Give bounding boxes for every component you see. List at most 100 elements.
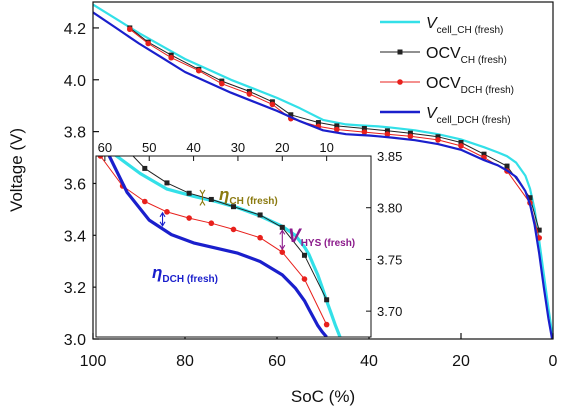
inset-y-axis: 3.70 3.75 3.80 3.85 xyxy=(366,149,402,319)
main-ocv_ch-point xyxy=(435,134,441,140)
legend-label-main: V xyxy=(426,15,438,32)
main-ocv_dch-point xyxy=(196,67,202,74)
main-ocv_ch-point xyxy=(527,195,533,201)
inset-ocv_dch-point xyxy=(279,249,286,255)
inset-ocv_dch-point xyxy=(301,276,308,282)
main-y-tick-label: 3.2 xyxy=(64,280,86,297)
main-ocv_dch-point xyxy=(246,91,253,97)
legend-swatch-marker xyxy=(397,79,403,85)
main-x-tick-label: 100 xyxy=(80,353,107,370)
main-plot: 100 80 60 40 20 0 3.0 3.2 3.4 3.6 3.8 4.0 4.2 SoC (… xyxy=(7,1,558,406)
inset-y-tick-label: 3.85 xyxy=(377,149,402,164)
main-ocv_dch-point xyxy=(269,101,276,108)
main-ocv_ch-point xyxy=(361,126,367,132)
main-vch-line xyxy=(93,3,553,339)
inset-x-tick-label: 60 xyxy=(98,140,112,155)
inset-x-tick-label: 30 xyxy=(231,140,245,155)
inset-annotations: ηCH (fresh)VHYS (fresh)ηDCH (fresh) xyxy=(152,185,355,285)
inset-x-tick-label: 50 xyxy=(142,140,156,155)
main-x-tick-label: 20 xyxy=(452,353,470,370)
main-ocv_ch-point xyxy=(315,120,321,126)
legend-label: Vcell_CH (fresh) xyxy=(426,15,503,36)
legend: Vcell_CH (fresh) OCVCH (fresh) OCVDCH (fre… xyxy=(380,15,514,126)
annotation-main: V xyxy=(288,226,302,247)
legend-label-sub: cell_CH (fresh) xyxy=(437,25,504,36)
main-ocv_dch-point xyxy=(219,80,225,87)
main-ocv_dch-point xyxy=(168,54,174,61)
y-axis-title: Voltage (V) xyxy=(7,128,26,212)
legend-item: OCVDCH (fresh) xyxy=(380,75,514,96)
legend-swatch-marker xyxy=(397,49,403,55)
main-y-tick-label: 4.0 xyxy=(64,73,86,90)
main-ocv_ch-point xyxy=(288,112,294,118)
eta-dch-arrow-head xyxy=(159,221,166,227)
inset-ocv_dch-point xyxy=(141,198,148,205)
annotation-main: η xyxy=(152,263,162,282)
inset-ocv_dch-point xyxy=(208,220,215,227)
legend-label-sub: DCH (fresh) xyxy=(461,85,514,96)
annotation-main: η xyxy=(219,185,229,204)
main-x-tick-label: 80 xyxy=(176,353,194,370)
main-x-tick-label: 0 xyxy=(549,353,558,370)
inset-ocv_ch-point xyxy=(208,196,214,202)
legend-label-main: OCV xyxy=(426,75,461,92)
main-series-group xyxy=(93,3,553,339)
inset-ocv_ch-point xyxy=(231,204,236,210)
inset-ocv_ch-line xyxy=(132,156,328,301)
annotation-sub: HYS (fresh) xyxy=(301,238,355,249)
inset-series-group xyxy=(97,156,342,337)
main-ocv_dch-point xyxy=(127,26,133,33)
inset-ocv_dch-point xyxy=(323,321,330,328)
inset-ocv_dch-point xyxy=(186,215,192,221)
inset-vdch-line xyxy=(107,156,328,337)
annotation-eta-ch: ηCH (fresh) xyxy=(219,185,278,207)
annotation-sub: CH (fresh) xyxy=(229,196,277,207)
inset-ocv_dch-point xyxy=(97,156,104,159)
legend-item: Vcell_DCH (fresh) xyxy=(380,105,511,126)
inset-ocv_dch-point xyxy=(230,226,237,233)
main-ocv_ch-point xyxy=(504,163,510,169)
annotation-v-hys: VHYS (fresh) xyxy=(288,226,355,249)
main-y-tick-label: 3.0 xyxy=(64,332,86,349)
main-vdch-line xyxy=(93,11,553,339)
main-ocv_dch-point xyxy=(435,137,441,143)
main-y-tick-label: 3.8 xyxy=(64,125,86,142)
inset-ocv_ch-point xyxy=(324,297,330,303)
inset-x-tick-label: 10 xyxy=(319,140,333,155)
main-ocv_ch-point xyxy=(407,130,413,136)
inset-y-tick-label: 3.75 xyxy=(377,252,402,267)
v-hys-arrow-head xyxy=(279,244,286,251)
inset-ocv_ch-point xyxy=(164,180,170,186)
main-ocv_dch-point xyxy=(384,131,391,138)
inset-y-tick-label: 3.80 xyxy=(377,201,402,216)
main-ocv_ch-point xyxy=(481,151,487,157)
inset-x-tick-label: 40 xyxy=(186,140,200,155)
main-ocv_dch-point xyxy=(361,129,368,135)
inset-x-tick-label: 20 xyxy=(275,140,289,155)
eta-ch-arrow-head xyxy=(199,200,206,206)
main-ocv_dch-point xyxy=(334,126,340,133)
main-ocv_ch-point xyxy=(384,128,390,134)
main-x-tick-label: 60 xyxy=(268,353,286,370)
inset-ocv_ch-point xyxy=(142,165,148,171)
legend-label-sub: CH (fresh) xyxy=(461,55,507,66)
inset-ocv_ch-point xyxy=(279,224,285,230)
main-ocv_ch-point xyxy=(536,227,542,233)
legend-label-main: V xyxy=(426,105,438,122)
inset-ocv_dch-point xyxy=(257,234,263,241)
inset-y-tick-label: 3.70 xyxy=(377,304,402,319)
x-axis-title: SoC (%) xyxy=(291,387,355,406)
legend-label: OCVDCH (fresh) xyxy=(426,75,514,96)
eta-dch-arrow-head xyxy=(159,211,166,218)
main-ocv_dch-point xyxy=(407,133,414,140)
main-plot-frame xyxy=(92,1,554,340)
annotation-eta-dch: ηDCH (fresh) xyxy=(152,263,218,285)
main-ocv_ch-point xyxy=(458,140,464,146)
inset-ocv_ch-point xyxy=(257,212,263,218)
legend-item: Vcell_CH (fresh) xyxy=(380,15,503,36)
main-ocv_ch-point xyxy=(334,123,340,129)
inset-ocv_ch-point xyxy=(186,190,192,196)
main-ocv_dch-point xyxy=(145,40,151,47)
main-y-tick-label: 3.4 xyxy=(64,228,86,245)
